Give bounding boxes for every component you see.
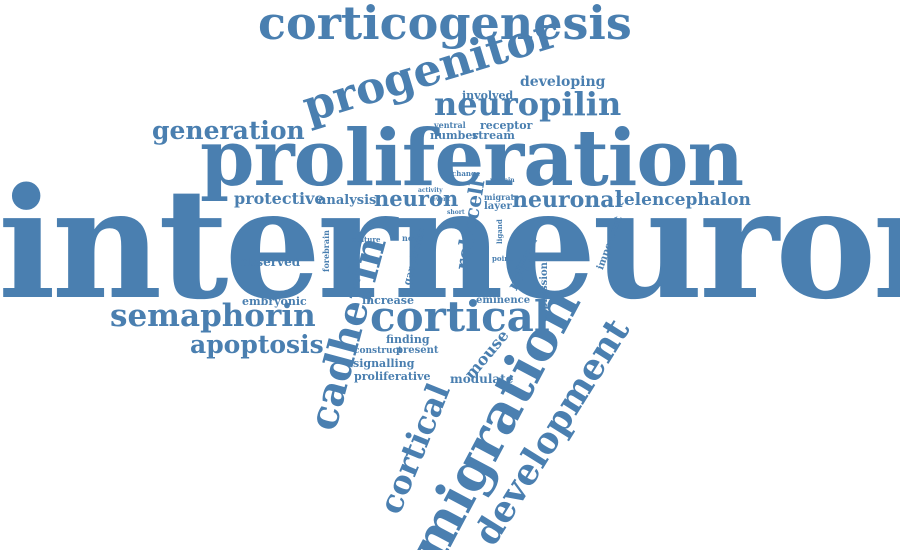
word-neuron: neuron <box>374 186 459 211</box>
word-activity: activity <box>418 187 443 194</box>
word-analysis: analysis <box>318 193 377 208</box>
word-receptor: receptor <box>480 119 533 132</box>
word-ventral: ventral <box>434 120 466 130</box>
word-eminence: eminence <box>476 295 531 306</box>
word-developing: developing <box>520 74 606 90</box>
word-increase: increase <box>362 294 414 307</box>
word-proliferative: proliferative <box>354 370 431 383</box>
word-present: present <box>396 345 439 356</box>
word-semaphorin: semaphorin <box>110 298 316 334</box>
word-number: number <box>430 129 479 142</box>
word-stream: stream <box>472 129 515 142</box>
word-migrate: migrate <box>484 192 520 202</box>
word-apoptosis: apoptosis <box>190 330 324 359</box>
word-construct: construct <box>354 346 403 356</box>
word-event: event <box>432 196 451 203</box>
word-embryonic: embryonic <box>242 295 307 308</box>
word-corticogenesis: corticogenesis <box>258 0 632 50</box>
word-neuropilin: neuropilin <box>434 85 622 123</box>
word-protein: protein <box>490 177 515 184</box>
word-generation: generation <box>152 116 305 145</box>
word-signalling: signalling <box>353 357 415 370</box>
word-cortical: cortical <box>370 292 550 341</box>
word-change: change <box>452 169 481 178</box>
word-neuronal: neuronal <box>512 187 623 213</box>
word-observed: observed <box>240 255 301 269</box>
word-forebrain: forebrain <box>321 230 331 272</box>
word-protective: protective <box>234 189 325 208</box>
word-ligand: ligand <box>495 219 504 244</box>
word-involved: involved <box>462 89 514 102</box>
word-short: short <box>447 209 465 216</box>
word-modulate: modulate <box>450 372 514 386</box>
word-proliferation: proliferation <box>200 113 744 204</box>
word-culture: culture <box>352 235 381 244</box>
word-point: point <box>492 254 513 263</box>
word-telencephalon: telencephalon <box>616 190 751 210</box>
word-interneuron: interneuron <box>0 154 900 333</box>
word-novel: novel <box>402 233 426 243</box>
word-finding: finding <box>386 333 430 346</box>
word-layer: layer <box>484 201 512 212</box>
